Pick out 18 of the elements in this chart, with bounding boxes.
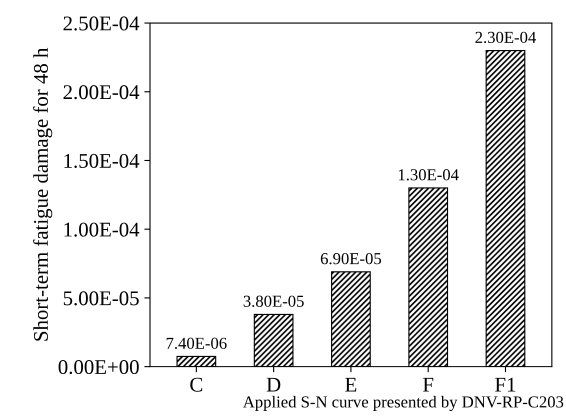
data-label: 3.80E-05 bbox=[244, 296, 304, 307]
data-label: 6.90E-05 bbox=[320, 252, 382, 264]
y-tick-label: 5.00E-05 bbox=[64, 291, 139, 306]
x-tick-label: F bbox=[423, 378, 434, 392]
y-tick-label: 1.00E-04 bbox=[64, 222, 140, 237]
y-tick-label: 2.50E-04 bbox=[64, 16, 140, 31]
y-tick-label: 1.50E-04 bbox=[64, 154, 140, 168]
y-axis-title: Short-term fatigue damage for 48 h bbox=[33, 48, 52, 341]
y-tick-label: 0.00E+00 bbox=[58, 360, 139, 374]
x-tick-label: F1 bbox=[495, 378, 516, 392]
x-tick-label: D bbox=[266, 378, 280, 392]
data-label: 2.30E-04 bbox=[475, 32, 536, 44]
x-axis-title: Applied S-N curve presented by DNV-RP-C203 bbox=[242, 396, 564, 411]
data-label: 7.40E-06 bbox=[166, 338, 227, 349]
data-label: 1.30E-04 bbox=[398, 169, 459, 180]
x-tick-label: E bbox=[345, 378, 356, 392]
x-tick-label: C bbox=[190, 378, 202, 392]
y-tick-label: 2.00E-04 bbox=[64, 85, 140, 100]
